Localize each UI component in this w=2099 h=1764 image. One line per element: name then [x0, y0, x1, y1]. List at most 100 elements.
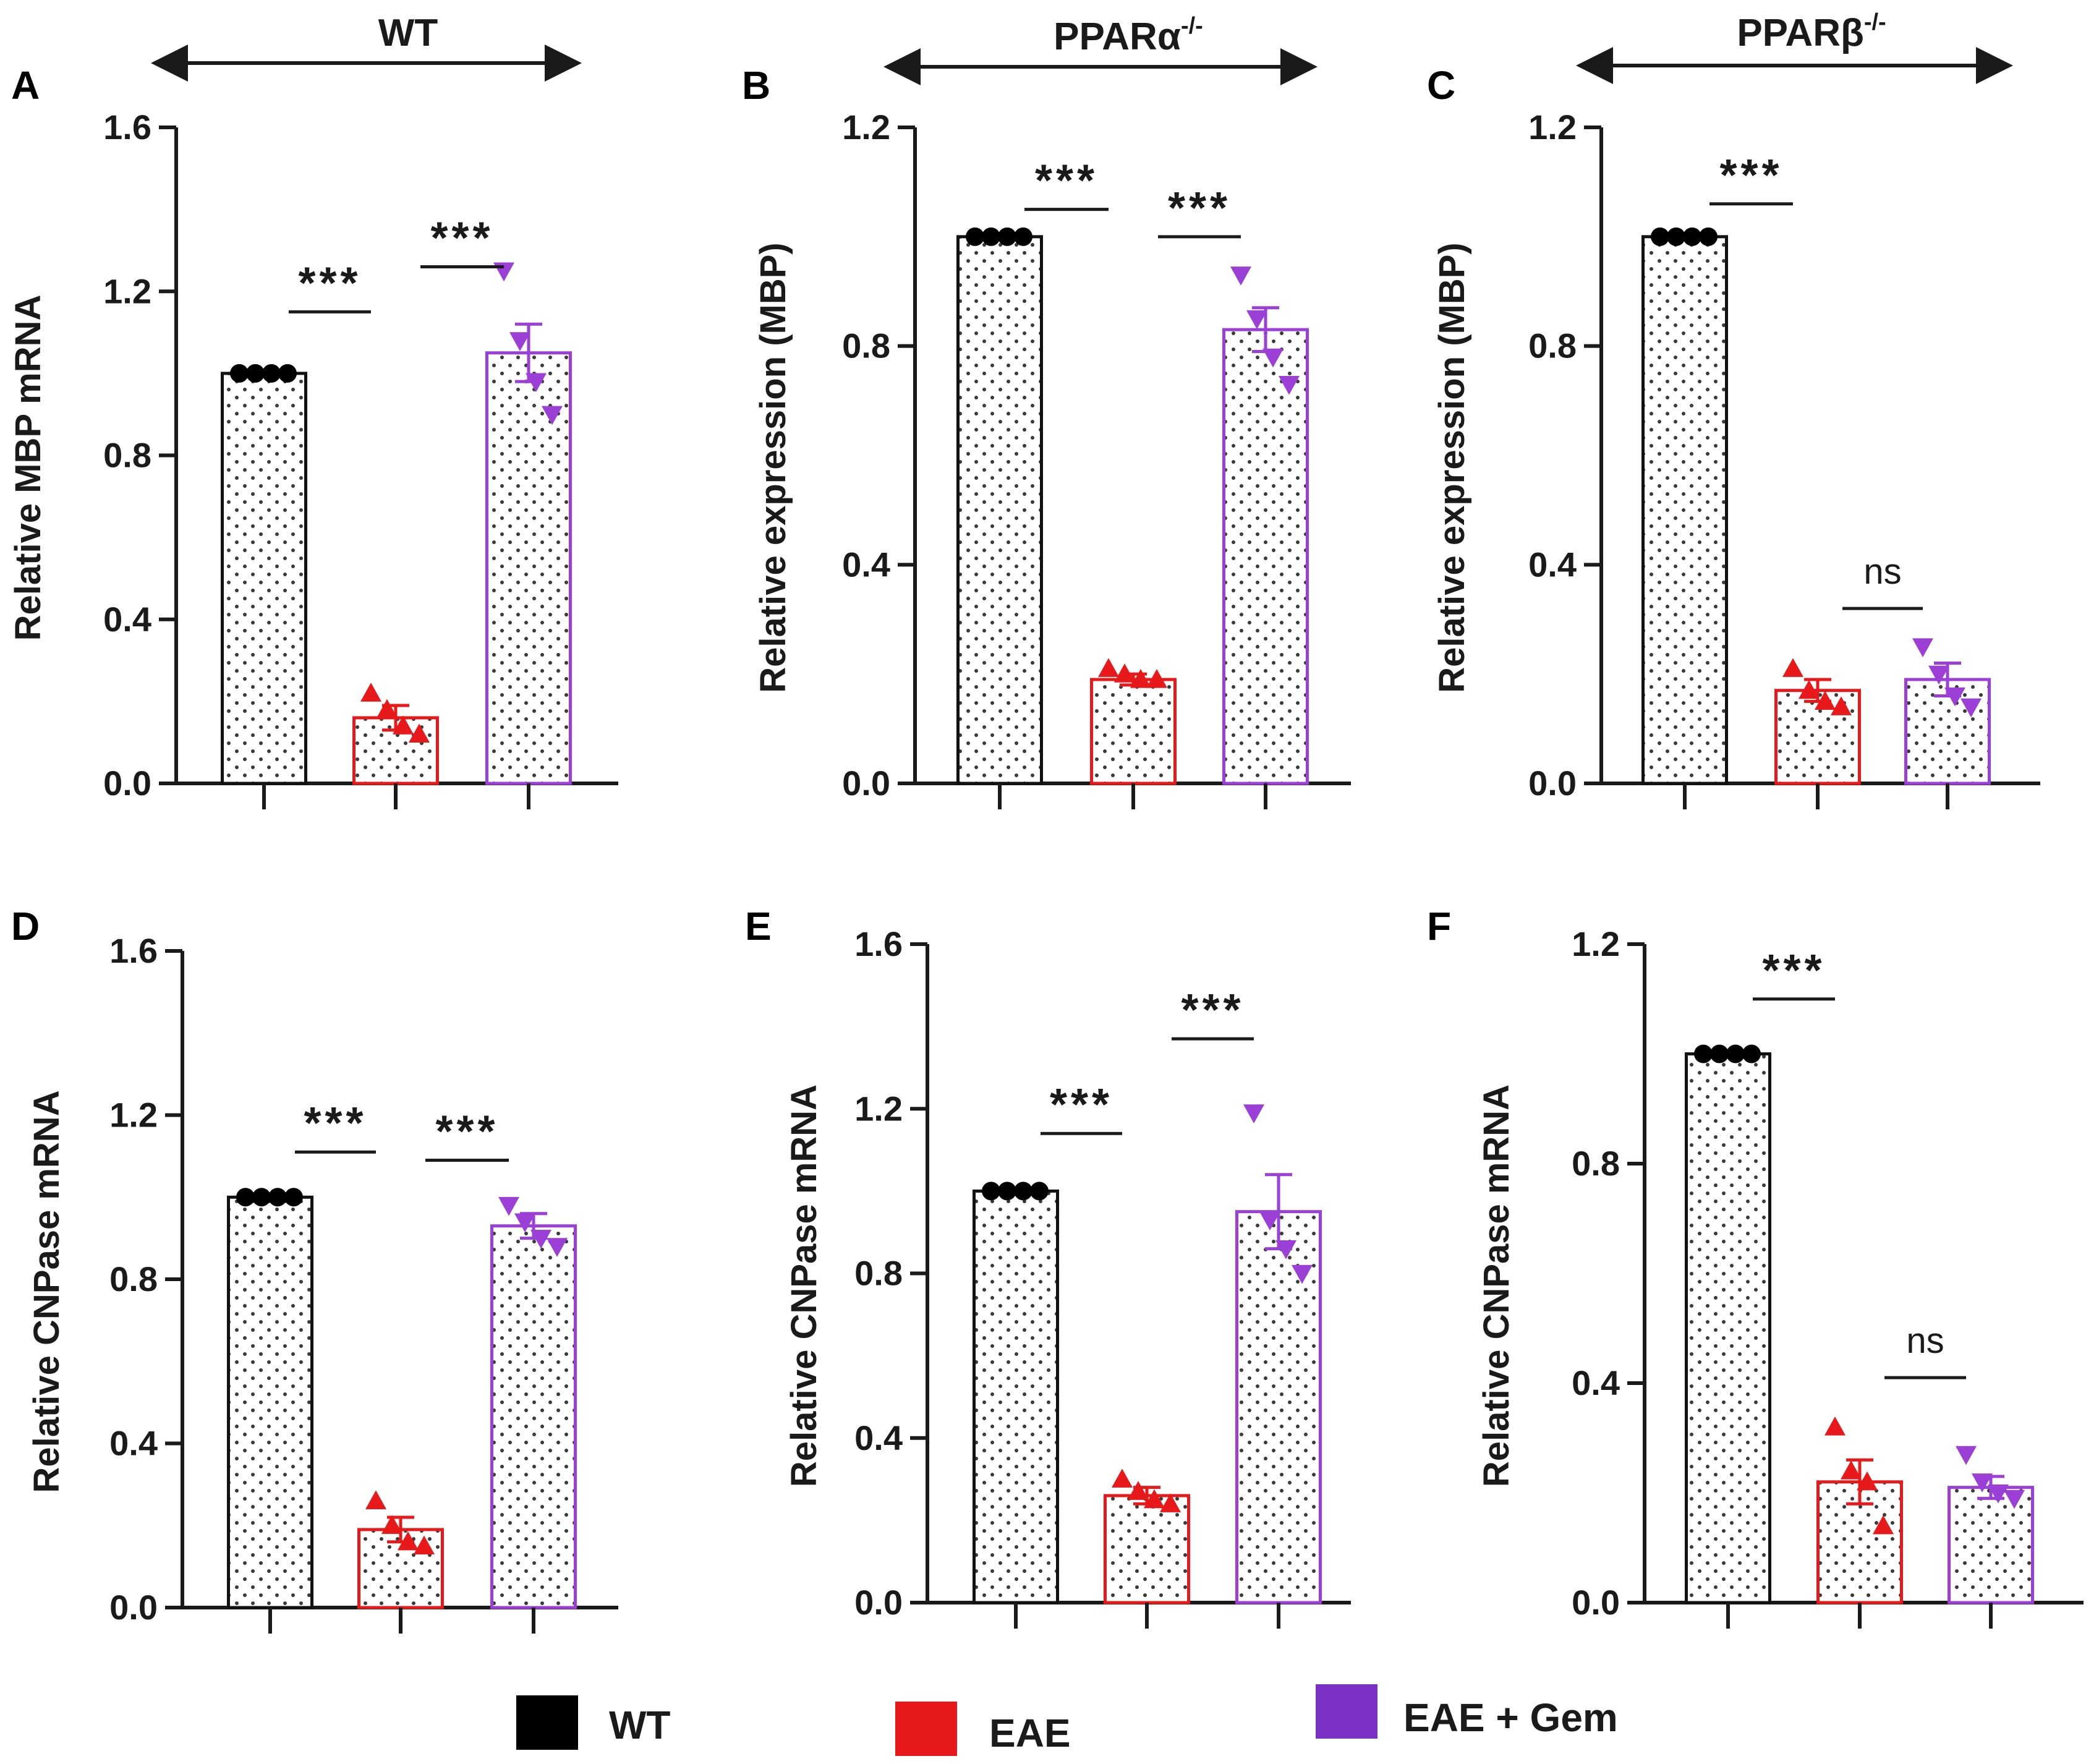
legend-label-wt: WT — [609, 1703, 671, 1747]
legend: WT EAE EAE + Gem — [516, 1684, 1618, 1756]
data-point — [1944, 687, 1965, 707]
data-point — [365, 1490, 386, 1510]
group-header-wt: WT — [151, 12, 582, 82]
data-point — [1857, 1471, 1878, 1491]
y-tick-label: 1.6 — [854, 924, 903, 963]
y-tick-label: 0.8 — [109, 1259, 158, 1298]
data-point — [998, 1182, 1016, 1201]
significance-label: ns — [1863, 552, 1901, 592]
panel-e: E Relative CNPase mRNA 0.0 0.4 0.8 1.2 1.6 *** *… — [745, 904, 1351, 1629]
data-point — [1160, 1493, 1181, 1512]
y-tick-label: 0.8 — [1572, 1144, 1620, 1183]
significance-label: *** — [304, 1099, 367, 1148]
data-point — [514, 1213, 535, 1233]
data-point — [1112, 1468, 1133, 1488]
data-point — [1144, 1489, 1165, 1509]
y-tick-label: 0.0 — [1528, 764, 1577, 803]
y-tick-label: 1.2 — [103, 271, 151, 310]
significance-label: *** — [1719, 151, 1782, 200]
panel-letter: A — [11, 63, 40, 108]
bar-eae-gem — [485, 351, 572, 785]
data-point — [1961, 698, 1982, 718]
y-tick-label: 0.0 — [854, 1583, 903, 1622]
data-point — [1831, 696, 1852, 715]
data-point — [1651, 227, 1669, 246]
bar-wt — [1641, 235, 1728, 785]
data-point — [1972, 1473, 1993, 1493]
y-tick-label: 1.2 — [1528, 108, 1577, 147]
legend-swatch-eae — [895, 1702, 957, 1756]
data-point — [1014, 1182, 1032, 1201]
data-point — [1667, 227, 1685, 246]
group-header-ppara: PPARα-/- — [883, 13, 1318, 85]
group-title-wt: WT — [378, 12, 438, 54]
significance-label: *** — [1050, 1080, 1113, 1130]
significance-label: ns — [1906, 1321, 1944, 1361]
data-point — [1246, 310, 1267, 330]
y-tick-label: 0.4 — [109, 1424, 158, 1463]
significance-label: *** — [1035, 156, 1098, 206]
y-tick-label: 1.2 — [854, 1089, 903, 1128]
y-tick-label: 0.8 — [103, 436, 151, 475]
bar-wt — [221, 372, 307, 785]
y-tick-label: 0.0 — [1572, 1583, 1620, 1622]
legend-item-eae: EAE — [895, 1702, 1071, 1756]
panel-a: A Relative MBP mRNA 0.0 0.4 0.8 1.2 1.6 *** *** — [8, 63, 618, 809]
data-point — [1146, 669, 1167, 688]
group-title-pparb: PPARβ-/- — [1737, 9, 1886, 54]
y-tick-label: 0.4 — [1528, 545, 1577, 584]
data-point — [498, 1196, 519, 1216]
y-axis-title: Relative CNPase mRNA — [27, 1090, 67, 1493]
y-tick-label: 1.2 — [1572, 924, 1620, 963]
data-point — [998, 227, 1016, 246]
data-point — [1128, 1481, 1149, 1500]
data-point — [1014, 227, 1032, 246]
data-point — [377, 699, 398, 718]
y-tick-label: 0.4 — [854, 1418, 903, 1457]
panel-c: C Relative expression (MBP) 0.0 0.4 0.8 1.2 **… — [1427, 63, 2040, 809]
data-point — [1912, 638, 1933, 657]
significance-label: *** — [430, 213, 493, 263]
y-tick-label: 0.0 — [109, 1588, 158, 1627]
legend-swatch-eae-gem — [1316, 1684, 1377, 1739]
data-point — [1114, 663, 1135, 683]
panel-b: B Relative expression (MBP) 0.0 0.4 0.8 1.2 **… — [742, 63, 1351, 809]
data-point — [268, 1188, 287, 1207]
y-tick-label: 1.2 — [109, 1096, 158, 1135]
data-point — [1956, 1446, 1977, 1465]
data-point — [1699, 227, 1718, 246]
y-tick-label: 1.2 — [842, 108, 890, 147]
y-tick-label: 0.8 — [1528, 326, 1577, 365]
data-point — [1262, 348, 1284, 368]
data-point — [414, 1535, 435, 1555]
y-tick-label: 0.0 — [103, 764, 151, 803]
data-point — [284, 1188, 303, 1207]
data-point — [1928, 665, 1949, 685]
data-point — [236, 1188, 255, 1207]
bar-wt — [956, 235, 1043, 785]
y-tick-label: 1.6 — [109, 931, 158, 970]
legend-item-eae-gem: EAE + Gem — [1316, 1684, 1618, 1740]
significance-label: *** — [1181, 986, 1244, 1035]
y-tick-label: 0.0 — [842, 764, 890, 803]
y-axis-title: Relative CNPase mRNA — [1476, 1084, 1517, 1487]
significance-label: *** — [1168, 184, 1231, 233]
bar-eae-gem — [490, 1224, 577, 1609]
y-axis-title: Relative MBP mRNA — [8, 295, 48, 641]
bar-wt — [1685, 1052, 1771, 1604]
data-point — [542, 406, 563, 425]
legend-label-eae-gem: EAE + Gem — [1403, 1695, 1618, 1740]
data-point — [1275, 1240, 1296, 1259]
panel-letter: F — [1427, 904, 1451, 948]
data-point — [1279, 375, 1300, 395]
data-point — [2004, 1489, 2025, 1509]
data-point — [393, 715, 414, 735]
bar-eae-gem — [1222, 328, 1309, 785]
data-point — [1230, 266, 1251, 286]
data-point — [1292, 1264, 1313, 1284]
legend-swatch-wt — [516, 1695, 578, 1750]
data-point — [278, 364, 297, 383]
bar-eae — [1104, 1494, 1190, 1604]
data-point — [982, 227, 1000, 246]
